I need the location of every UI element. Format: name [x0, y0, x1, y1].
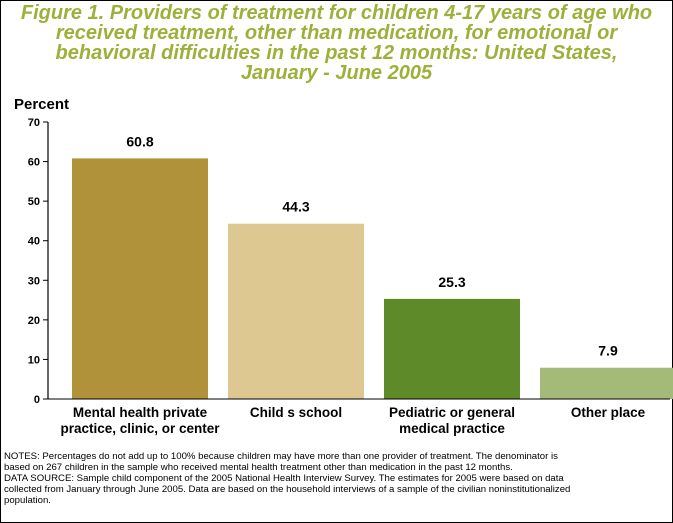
- y-tick-label: 50: [28, 196, 40, 208]
- notes-line: collected from January through June 2005…: [4, 484, 571, 495]
- bar: [228, 223, 364, 399]
- y-tick-label: 20: [28, 315, 40, 327]
- notes-line: DATA SOURCE: Sample child component of t…: [4, 473, 564, 484]
- category-label: Other place: [571, 405, 646, 420]
- y-tick-label: 40: [28, 236, 40, 248]
- data-label: 44.3: [282, 199, 309, 215]
- bar: [72, 158, 208, 399]
- notes-block: NOTES: Percentages do not add up to 100%…: [4, 451, 669, 506]
- data-label: 60.8: [126, 133, 153, 149]
- y-tick-label: 10: [28, 354, 40, 366]
- category-label: Pediatric or general: [389, 405, 515, 420]
- notes-line: NOTES: Percentages do not add up to 100%…: [4, 451, 558, 462]
- y-tick-label: 30: [28, 275, 40, 287]
- chart-title-date: January - June 2005: [240, 62, 433, 84]
- data-label: 7.9: [598, 343, 618, 359]
- bar: [540, 367, 673, 399]
- category-label: medical practice: [399, 421, 505, 436]
- y-axis-label: Percent: [14, 96, 70, 113]
- notes-line: population.: [4, 495, 51, 506]
- bar-chart: 0 10 20 30 40 50 60 70 60.8 Mental health private…: [28, 117, 673, 436]
- chart-title-main: Figure 1. Providers of treatment for chi…: [20, 2, 653, 64]
- y-tick-label: 0: [34, 394, 40, 406]
- category-label: practice, clinic, or center: [60, 421, 220, 436]
- y-tick-label: 70: [28, 117, 40, 129]
- category-label: Mental health private: [73, 405, 208, 420]
- category-label: Child s school: [250, 405, 342, 420]
- bar: [384, 298, 520, 399]
- chart-title: Figure 1. Providers of treatment for chi…: [8, 3, 665, 83]
- notes-line: based on 267 children in the sample who …: [4, 462, 513, 473]
- y-tick-label: 60: [28, 157, 40, 169]
- data-label: 25.3: [438, 274, 465, 290]
